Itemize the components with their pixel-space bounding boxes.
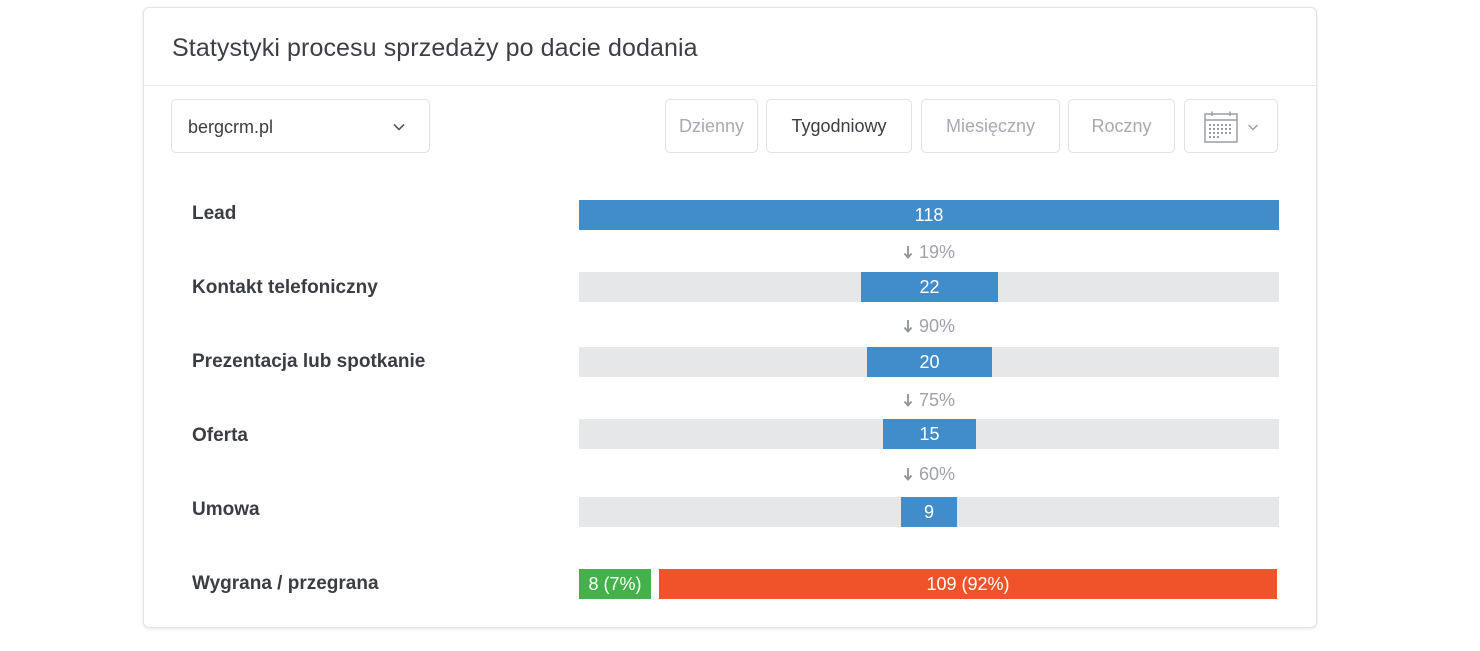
chevron-down-icon <box>1248 124 1258 131</box>
site-select-value: bergcrm.pl <box>188 117 274 137</box>
panel-title: Statystyki procesu sprzedaży po dacie do… <box>172 34 698 62</box>
period-weekly-button[interactable]: Tygodniowy <box>766 99 912 153</box>
stage-track-presentation: 20 <box>579 347 1279 377</box>
stage-label-contract: Umowa <box>192 499 260 520</box>
stage-track-contract: 9 <box>579 497 1279 527</box>
conversion-rate-value: 75% <box>918 390 956 410</box>
arrow-down-icon <box>903 468 913 481</box>
stage-bar-lead: 118 <box>579 200 1279 230</box>
date-range-button[interactable] <box>1184 99 1278 153</box>
lost-bar: 109 (92%) <box>659 569 1277 599</box>
conversion-rate-4: 60% <box>879 464 979 485</box>
stage-track-offer: 15 <box>579 419 1279 449</box>
conversion-rate-1: 19% <box>879 242 979 263</box>
period-daily-button[interactable]: Dzienny <box>665 99 758 153</box>
stage-bar-presentation: 20 <box>867 347 992 377</box>
period-yearly-button[interactable]: Roczny <box>1068 99 1175 153</box>
stage-label-lead: Lead <box>192 203 237 224</box>
arrow-down-icon <box>903 394 913 407</box>
arrow-down-icon <box>903 246 913 259</box>
site-select[interactable]: bergcrm.pl <box>171 99 430 153</box>
conversion-rate-value: 90% <box>918 316 956 336</box>
period-monthly-button[interactable]: Miesięczny <box>921 99 1060 153</box>
stage-track-phone-contact: 22 <box>579 272 1279 302</box>
stage-bar-phone-contact: 22 <box>861 272 998 302</box>
arrow-down-icon <box>903 320 913 333</box>
conversion-rate-3: 75% <box>879 390 979 411</box>
calendar-icon <box>1204 111 1238 143</box>
stage-label-outcome: Wygrana / przegrana <box>192 573 379 594</box>
conversion-rate-2: 90% <box>879 316 979 337</box>
chevron-down-icon <box>393 123 405 131</box>
conversion-rate-value: 60% <box>918 464 956 484</box>
sales-process-stats-panel: Statystyki procesu sprzedaży po dacie do… <box>143 7 1317 628</box>
panel-header: Statystyki procesu sprzedaży po dacie do… <box>144 8 1316 86</box>
won-bar: 8 (7%) <box>579 569 651 599</box>
stage-bar-contract: 9 <box>901 497 957 527</box>
stage-bar-offer: 15 <box>883 419 976 449</box>
stage-label-phone-contact: Kontakt telefoniczny <box>192 277 378 298</box>
conversion-rate-value: 19% <box>918 242 956 262</box>
stage-track-lead: 118 <box>579 200 1279 230</box>
stage-label-presentation: Prezentacja lub spotkanie <box>192 351 426 372</box>
stage-label-offer: Oferta <box>192 425 248 446</box>
